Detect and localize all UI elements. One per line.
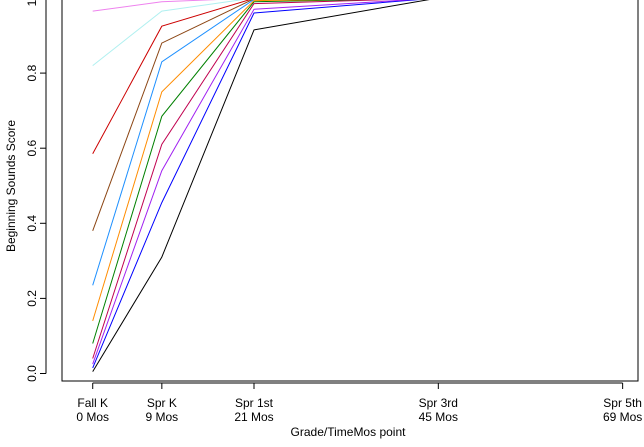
y-tick-label: 0.0 — [25, 365, 39, 382]
series-line-series-5 — [92, 0, 366, 344]
x-tick-label-grade: Spr 1st — [235, 396, 274, 410]
x-axis-title: Grade/TimeMos point — [291, 425, 407, 439]
y-tick-label: 0.6 — [25, 140, 39, 157]
series-line-series-11 — [92, 0, 218, 12]
y-axis-title: Beginning Sounds Score — [4, 120, 18, 252]
plot-box — [61, 0, 639, 382]
x-tick-label-months: 9 Mos — [145, 410, 178, 424]
x-tick-label-months: 0 Mos — [76, 410, 109, 424]
x-tick-label-months: 69 Mos — [603, 410, 642, 424]
x-tick-label-grade: Spr 5th — [603, 396, 642, 410]
x-tick-label-grade: Spr K — [147, 396, 177, 410]
y-axis: 0.0 0.2 0.4 0.6 0.8 1.0 — [25, 0, 47, 382]
series-line-series-4 — [92, 0, 389, 359]
y-tick-label: 1.0 — [25, 0, 39, 6]
y-tick-label: 0.2 — [25, 290, 39, 307]
series-line-series-1 — [92, 0, 430, 372]
y-tick-label: 0.8 — [25, 64, 39, 81]
x-tick-label-months: 21 Mos — [234, 410, 273, 424]
x-tick-label-grade: Spr 3rd — [419, 396, 458, 410]
x-tick-label-months: 45 Mos — [419, 410, 458, 424]
series-line-series-10 — [92, 0, 244, 66]
series-line-series-6 — [92, 0, 332, 322]
series-line-series-9 — [92, 0, 251, 155]
series-line-series-2 — [92, 0, 420, 369]
series-line-series-3 — [92, 0, 414, 365]
series-line-series-8 — [92, 0, 253, 231]
y-tick-label: 0.4 — [25, 215, 39, 232]
x-tick-label-grade: Fall K — [77, 396, 108, 410]
series-lines — [92, 0, 430, 372]
series-line-series-7 — [92, 0, 255, 286]
